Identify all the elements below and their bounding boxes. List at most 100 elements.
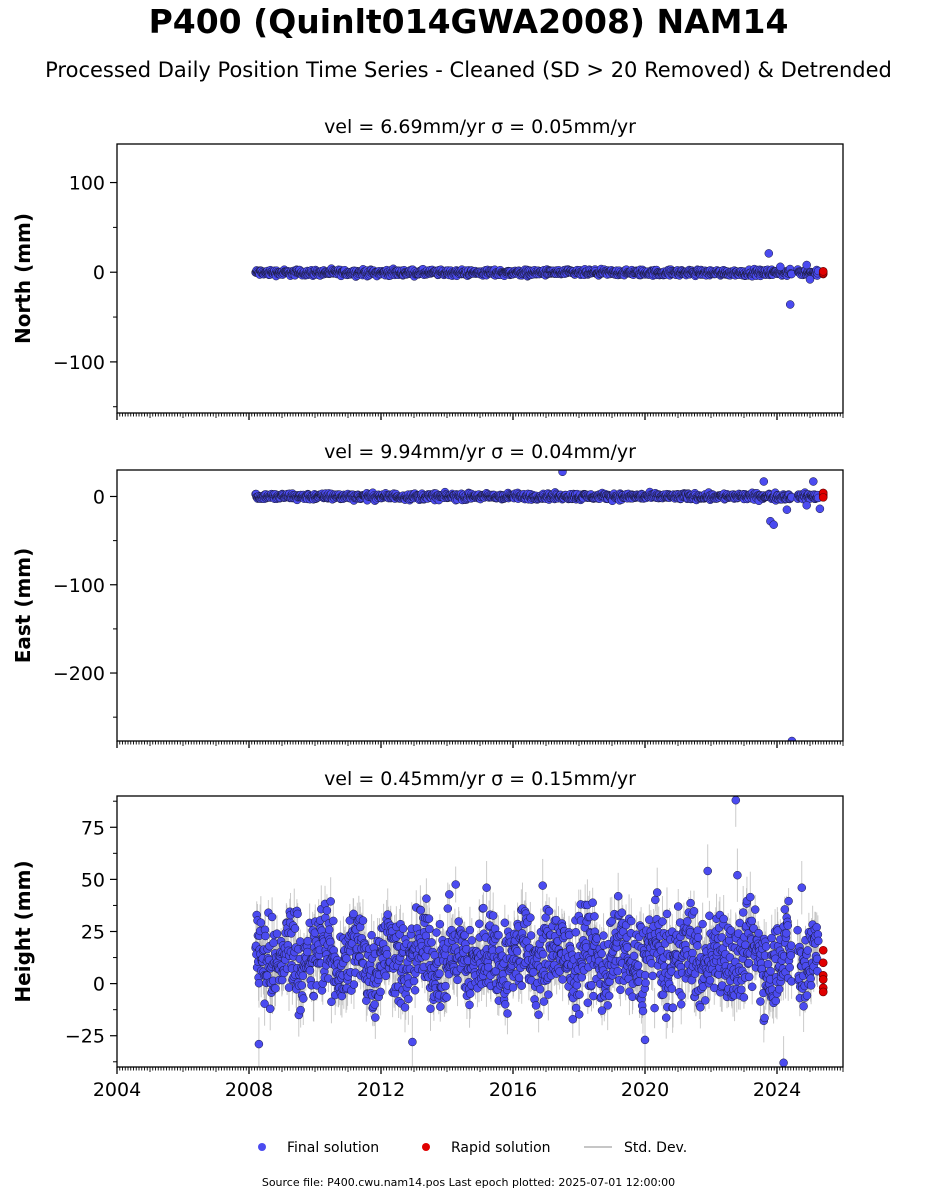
final-point	[613, 891, 623, 901]
y-tick-label: 75	[81, 817, 105, 839]
final-point	[558, 470, 567, 477]
y-tick-label: 0	[93, 262, 105, 284]
final-point	[256, 918, 266, 927]
final-point	[427, 938, 436, 947]
legend-label: Std. Dev.	[624, 1140, 687, 1156]
y-tick-label: −200	[53, 663, 105, 685]
final-point	[638, 1006, 648, 1016]
final-point	[629, 951, 639, 961]
final-point	[774, 984, 784, 994]
final-point	[641, 978, 650, 988]
y-tick-label: −25	[65, 1026, 105, 1048]
final-point	[726, 926, 736, 935]
final-point	[739, 993, 749, 1002]
final-point	[717, 933, 727, 942]
final-point	[782, 929, 791, 938]
final-point	[460, 930, 469, 940]
legend-label: Rapid solution	[451, 1140, 551, 1156]
x-tick-label: 2004	[93, 1079, 141, 1101]
final-point	[583, 998, 593, 1008]
final-point	[479, 903, 488, 913]
final-point	[780, 905, 790, 914]
final-point	[465, 1000, 474, 1010]
rapid-solution-series	[818, 488, 828, 502]
final-point	[779, 1058, 788, 1067]
final-point	[376, 987, 385, 997]
final-point	[686, 898, 695, 908]
y-tick-label: 50	[81, 869, 105, 891]
final-point	[616, 985, 625, 995]
final-point	[271, 984, 280, 993]
final-point	[544, 990, 553, 999]
final-point	[265, 1004, 275, 1014]
final-point	[750, 905, 760, 914]
panel-title: vel = 6.69mm/yr σ = 0.05mm/yr	[324, 116, 636, 138]
rapid-solution-series	[818, 945, 828, 997]
final-point	[661, 1013, 671, 1022]
final-point	[572, 980, 582, 990]
std-dev-bars	[255, 470, 821, 741]
final-point	[436, 1002, 445, 1011]
final-point	[698, 919, 707, 929]
final-point	[658, 917, 667, 926]
data-layer	[251, 470, 828, 741]
final-point	[651, 895, 660, 905]
final-point	[512, 947, 522, 956]
final-point	[371, 1013, 380, 1022]
legend-dot-swatch	[422, 1143, 430, 1151]
final-point	[590, 912, 599, 921]
final-point	[298, 971, 308, 981]
final-point	[531, 1001, 541, 1010]
final-point	[261, 931, 270, 941]
final-point	[705, 911, 714, 921]
final-point	[597, 1006, 607, 1015]
final-point	[613, 966, 623, 976]
y-tick-label: 25	[81, 922, 105, 944]
final-point	[771, 996, 781, 1006]
y-axis-label: Height (mm)	[11, 860, 35, 1002]
final-point	[272, 929, 282, 938]
panel-title: vel = 0.45mm/yr σ = 0.15mm/yr	[324, 768, 636, 790]
final-point	[676, 1000, 686, 1009]
final-point	[650, 1003, 659, 1013]
final-point	[544, 906, 554, 916]
final-point	[764, 249, 774, 258]
final-point	[797, 883, 807, 892]
final-point	[673, 902, 683, 911]
final-point	[424, 914, 434, 923]
final-point	[617, 908, 627, 917]
final-point	[793, 925, 802, 935]
x-tick-label: 2020	[621, 1079, 669, 1101]
final-point	[517, 981, 526, 990]
final-point	[432, 928, 441, 937]
final-point	[693, 941, 702, 950]
final-point	[786, 941, 796, 950]
final-point	[677, 991, 686, 1001]
legend-item: Final solution	[258, 1140, 379, 1156]
final-point	[299, 994, 308, 1003]
final-point	[467, 936, 477, 945]
final-point	[766, 966, 775, 976]
final-point	[597, 949, 606, 958]
final-point	[326, 897, 335, 906]
final-point	[622, 943, 632, 952]
final-point	[426, 1004, 435, 1013]
final-point	[575, 990, 584, 999]
y-axis-label: North (mm)	[11, 213, 35, 344]
final-point	[705, 975, 715, 985]
final-point	[342, 954, 351, 963]
final-point	[802, 991, 812, 1000]
final-point	[451, 880, 460, 889]
final-point	[293, 909, 302, 919]
final-point	[465, 925, 475, 935]
final-point	[747, 982, 757, 992]
final-point	[254, 1039, 264, 1049]
final-point	[662, 909, 672, 919]
final-point	[277, 975, 287, 985]
final-point	[337, 991, 347, 1001]
legend-item: Rapid solution	[422, 1140, 551, 1156]
final-point	[731, 796, 741, 805]
final-point	[640, 970, 650, 980]
final-point	[442, 993, 451, 1002]
final-point	[747, 916, 757, 926]
